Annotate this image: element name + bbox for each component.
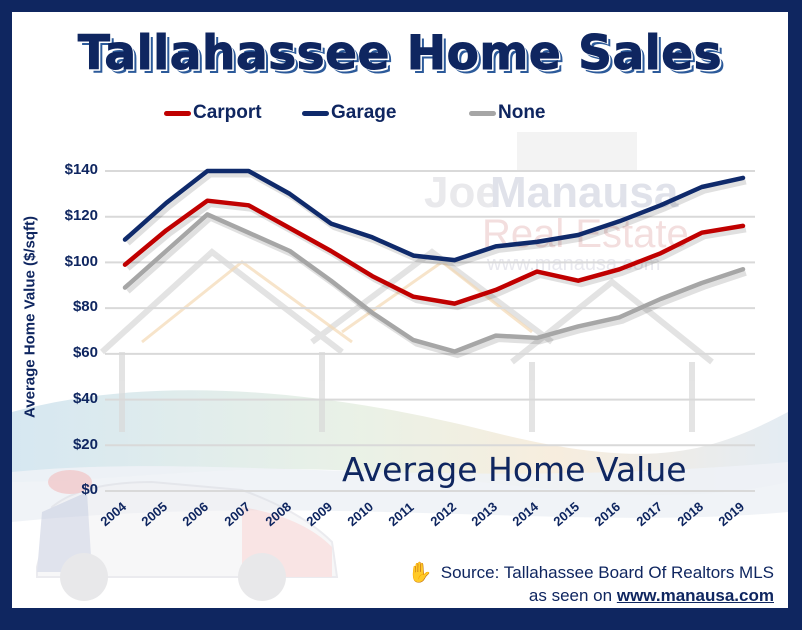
y-tick-40: $40 bbox=[72, 390, 98, 407]
series-line-carport bbox=[122, 198, 746, 306]
background-artwork: Joe Manausa Real Estate www.manausa.com bbox=[12, 132, 788, 601]
y-tick-20: $20 bbox=[72, 436, 98, 453]
legend: Carport Garage None bbox=[12, 102, 788, 126]
chart-panel: Joe Manausa Real Estate www.manausa.com … bbox=[12, 12, 788, 608]
plot-area bbox=[105, 168, 755, 492]
website-link[interactable]: www.manausa.com bbox=[616, 586, 774, 605]
none-line-swatch bbox=[469, 110, 496, 116]
y-tick-60: $60 bbox=[72, 344, 98, 361]
series-shadow bbox=[126, 215, 747, 359]
series-shadow bbox=[126, 202, 747, 311]
legend-label-garage: Garage bbox=[331, 102, 397, 123]
legend-label-none: None bbox=[498, 102, 546, 123]
source-note: ✋ Source: Tallahassee Board Of Realtors … bbox=[408, 560, 774, 585]
y-tick-80: $80 bbox=[72, 298, 98, 315]
seen-on-prefix: as seen on bbox=[528, 586, 613, 605]
legend-label-carport: Carport bbox=[193, 102, 262, 123]
garage-line-swatch bbox=[302, 110, 329, 116]
y-tick-120: $120 bbox=[64, 207, 98, 224]
series-line-none bbox=[122, 212, 746, 354]
y-tick-0: $0 bbox=[81, 481, 98, 498]
chart-title: Tallahassee Home Sales bbox=[77, 26, 723, 82]
seen-on-note: as seen on www.manausa.com bbox=[529, 586, 774, 606]
chart-subtitle: Average Home Value bbox=[342, 450, 687, 489]
source-text: Source: Tallahassee Board Of Realtors ML… bbox=[440, 562, 774, 582]
legend-item-none: None bbox=[469, 102, 546, 124]
legend-item-garage: Garage bbox=[302, 102, 396, 124]
series-line-garage bbox=[122, 168, 746, 263]
watermark-joe: Joe bbox=[424, 168, 500, 217]
y-tick-100: $100 bbox=[64, 253, 98, 270]
y-tick-140: $140 bbox=[64, 161, 98, 178]
series-shadow bbox=[126, 172, 747, 267]
carport-line-swatch bbox=[164, 110, 191, 116]
hand-icon: ✋ bbox=[407, 562, 433, 584]
legend-item-carport: Carport bbox=[164, 102, 262, 124]
